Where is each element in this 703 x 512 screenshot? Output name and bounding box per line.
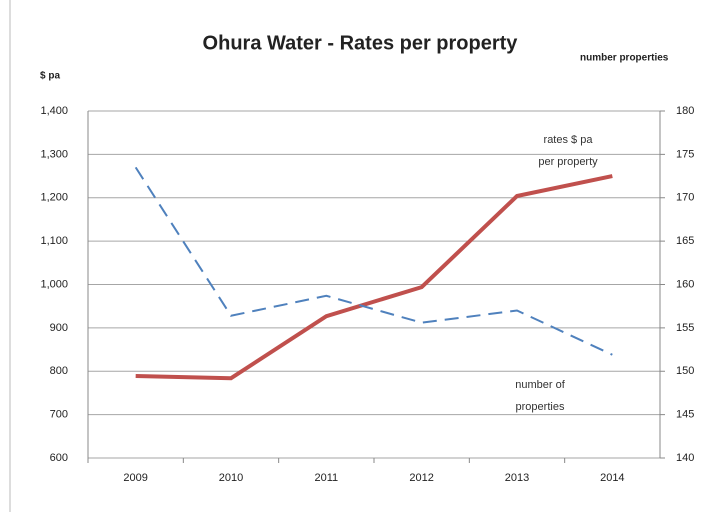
x-tick-label: 2009	[123, 472, 147, 484]
y2-tick-label: 140	[676, 452, 694, 464]
y-tick-label: 1,000	[40, 278, 68, 290]
series-line	[135, 174, 613, 381]
y2-tick-label: 175	[676, 148, 694, 160]
annotation: properties	[516, 401, 565, 413]
chart-title: Ohura Water - Rates per property	[203, 32, 519, 54]
annotation: rates $ pa	[544, 134, 594, 146]
y2-axis-label: number properties	[580, 53, 669, 64]
y2-tick-label: 180	[676, 105, 694, 117]
x-tick-label: 2014	[600, 472, 624, 484]
y-axis-label: $ pa	[40, 71, 60, 82]
y-tick-label: 900	[50, 322, 68, 334]
y2-tick-label: 155	[676, 322, 694, 334]
y-tick-label: 800	[50, 365, 68, 377]
y2-tick-label: 150	[676, 365, 694, 377]
x-tick-label: 2012	[409, 472, 433, 484]
y-tick-label: 1,100	[40, 235, 68, 247]
y-tick-label: 700	[50, 409, 68, 421]
y-tick-label: 600	[50, 452, 68, 464]
y-tick-label: 1,200	[40, 192, 68, 204]
x-tick-label: 2010	[219, 472, 243, 484]
y2-tick-label: 165	[676, 235, 694, 247]
annotation: per property	[538, 156, 598, 168]
x-tick-label: 2013	[505, 472, 529, 484]
series-line	[134, 166, 613, 356]
y2-tick-label: 145	[676, 409, 694, 421]
y2-tick-label: 170	[676, 192, 694, 204]
y2-tick-label: 160	[676, 278, 694, 290]
y-tick-label: 1,300	[40, 148, 68, 160]
y-tick-label: 1,400	[40, 105, 68, 117]
x-tick-label: 2011	[315, 472, 339, 484]
annotation: number of	[515, 379, 565, 391]
